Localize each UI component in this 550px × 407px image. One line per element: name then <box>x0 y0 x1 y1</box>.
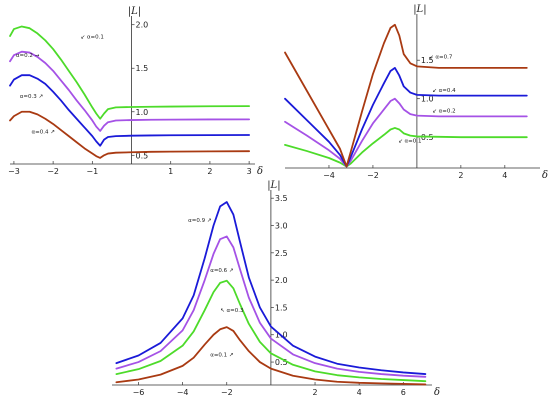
y-tick-label: 0.5 <box>275 358 288 367</box>
y-axis-label: |L| <box>128 6 141 17</box>
y-axis-label: |L| <box>267 180 280 191</box>
y-tick-label: 0.5 <box>136 151 149 160</box>
y-tick-label: 3.5 <box>275 194 288 203</box>
x-tick-label: 1 <box>168 167 173 176</box>
series-line-0 <box>115 201 427 375</box>
series-line-3 <box>284 23 528 168</box>
x-axis-label: δ <box>542 170 548 181</box>
x-tick-label: −3 <box>8 167 20 176</box>
series-annotation: ↙ α=0.2 <box>432 109 455 115</box>
x-tick-label: 2 <box>207 167 212 176</box>
x-tick-label: 6 <box>401 388 406 397</box>
y-tick-label: 2.0 <box>136 21 149 30</box>
series-line-2 <box>284 67 528 168</box>
series-annotation: α=0.4 ↗ <box>32 130 55 136</box>
y-tick-label: 2.0 <box>275 276 288 285</box>
series-line-2 <box>9 74 251 147</box>
x-axis-label: δ <box>257 166 263 177</box>
x-tick-label: 2 <box>312 388 317 397</box>
series-line-1 <box>9 50 251 132</box>
x-tick-label: −4 <box>177 388 189 397</box>
x-tick-label: 4 <box>502 171 507 180</box>
series-annotation: α=0.1 ↗ <box>210 353 233 359</box>
series-annotation: α=0.3 ↗ <box>20 94 43 100</box>
series-line-1 <box>115 235 427 378</box>
series-annotation: ↙ α=0.1 <box>398 139 421 145</box>
series-annotation: ↙ α=0.4 <box>432 88 456 94</box>
x-axis-label: δ <box>434 387 440 398</box>
y-tick-label: 1.5 <box>421 56 434 65</box>
series-annotation: ↖ α=0.3 <box>220 308 244 314</box>
series-line-3 <box>9 110 251 159</box>
y-tick-label: 1.0 <box>421 95 434 104</box>
series-annotation: α=0.6 ↗ <box>210 268 233 274</box>
series-line-3 <box>115 326 427 386</box>
series-line-0 <box>284 127 528 168</box>
y-tick-label: 0.5 <box>421 133 434 142</box>
x-tick-label: −2 <box>367 171 379 180</box>
series-line-0 <box>9 25 251 120</box>
series-line-2 <box>115 279 427 383</box>
y-axis-label: |L| <box>413 4 426 15</box>
series-annotation: α=0.9 ↗ <box>188 218 211 224</box>
panel-b: −4 −2 2 4 0.5 1.0 1.5 |L| δ ↙ α=0.1 ↙ α=0.2 ↙ α=0.4… <box>284 4 548 181</box>
series-line-1 <box>284 97 528 168</box>
x-tick-label: −4 <box>323 171 335 180</box>
x-tick-label: −2 <box>47 167 59 176</box>
x-tick-label: −6 <box>133 388 145 397</box>
x-tick-label: −1 <box>86 167 98 176</box>
x-tick-label: 4 <box>357 388 362 397</box>
series-annotation: ↙ α=0.7 <box>429 55 453 61</box>
series-annotation: ↙ α=0.1 <box>81 35 104 41</box>
x-tick-label: 3 <box>247 167 252 176</box>
panel-a: −3 −2 −1 1 2 3 0.5 1.0 1.5 2.0 |L| δ ↙ α=0.1 α=0.2 → α… <box>8 6 263 177</box>
y-tick-label: 1.0 <box>136 108 149 117</box>
x-tick-label: 2 <box>458 171 463 180</box>
panel-c: −6 −4 −2 2 4 60.51.01.52.02.53.03.5|L|δα=0.9 … <box>112 180 440 398</box>
series-annotation: α=0.2 → <box>16 53 40 59</box>
y-tick-label: 1.5 <box>275 303 288 312</box>
y-tick-label: 3.0 <box>275 222 288 231</box>
x-tick-label: −2 <box>221 388 233 397</box>
y-tick-label: 1.5 <box>136 64 149 73</box>
y-tick-label: 2.5 <box>275 249 288 258</box>
